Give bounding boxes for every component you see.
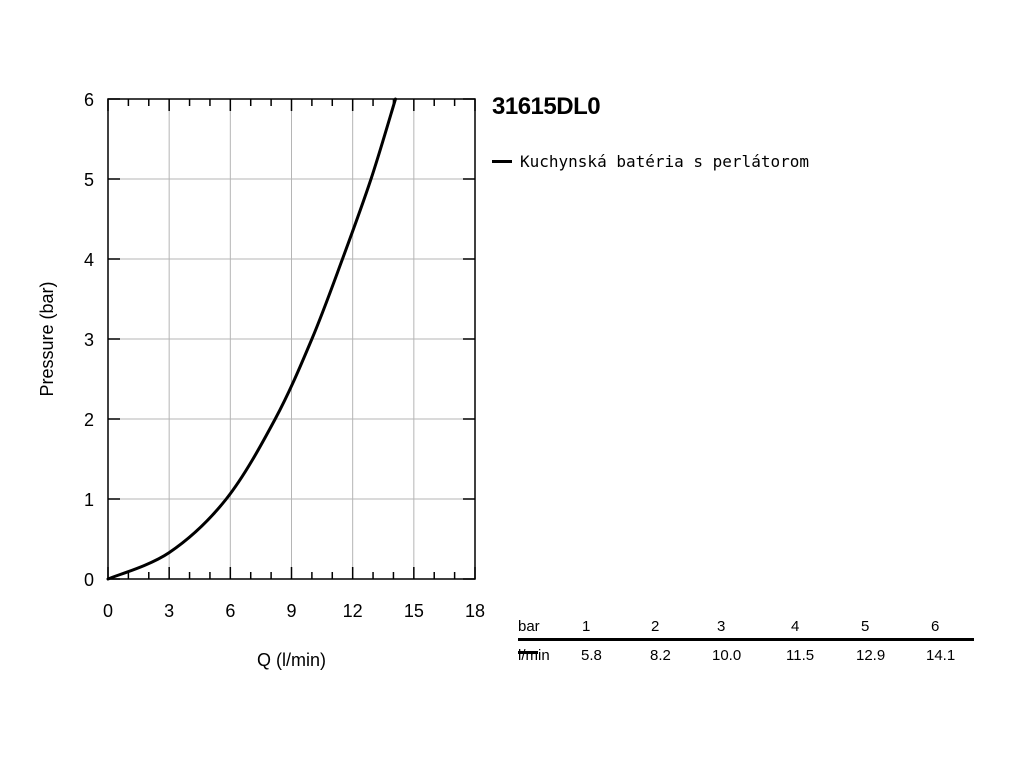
y-tick-label: 5 — [84, 170, 94, 190]
series-line — [106, 97, 397, 581]
x-tick-label: 18 — [465, 601, 485, 621]
x-tick-label: 0 — [103, 601, 113, 621]
table-row-flow: l/min 5.8 8.2 10.0 11.5 12.9 14.1 — [518, 647, 974, 683]
x-tick-label: 15 — [404, 601, 424, 621]
table-pressure-cell: 1 — [582, 618, 591, 635]
y-tick-label: 2 — [84, 410, 94, 430]
table-divider — [518, 638, 974, 641]
legend-swatch — [492, 160, 512, 163]
x-tick-label: 3 — [164, 601, 174, 621]
table-pressure-cell: 6 — [931, 618, 940, 635]
table-flow-cell: 11.5 — [786, 647, 815, 664]
table-series-swatch — [518, 651, 538, 654]
flow-unit-label: l/min — [518, 647, 550, 664]
table-flow-cell: 12.9 — [856, 647, 886, 664]
y-axis-label: Pressure (bar) — [37, 281, 57, 396]
table-pressure-cell: 2 — [651, 618, 660, 635]
table-pressure-cell: 5 — [861, 618, 870, 635]
table-pressure-cell: 3 — [717, 618, 726, 635]
table-row-pressure: bar 1 2 3 4 5 6 — [518, 618, 974, 638]
y-tick-label: 3 — [84, 330, 94, 350]
x-axis-label: Q (l/min) — [257, 650, 326, 670]
y-tick-label: 1 — [84, 490, 94, 510]
legend: Kuchynská batéria s perlátorom — [492, 152, 809, 171]
x-tick-label: 12 — [343, 601, 363, 621]
table-flow-cell: 8.2 — [650, 647, 671, 664]
table-pressure-cell: 4 — [791, 618, 800, 635]
x-tick-label: 9 — [286, 601, 296, 621]
legend-label: Kuchynská batéria s perlátorom — [520, 152, 809, 171]
flow-table: bar 1 2 3 4 5 6 l/min 5.8 8.2 10.0 11.5 … — [518, 618, 974, 683]
table-flow-cell: 14.1 — [926, 647, 956, 664]
grid-lines — [108, 99, 475, 579]
y-tick-label: 4 — [84, 250, 94, 270]
chart-title: 31615DL0 — [492, 93, 601, 120]
table-flow-cell: 10.0 — [712, 647, 742, 664]
table-flow-cell: 5.8 — [581, 647, 602, 664]
pressure-unit-label: bar — [518, 618, 540, 635]
plot-frame — [107, 98, 476, 580]
x-tick-label: 6 — [225, 601, 235, 621]
y-tick-label: 0 — [84, 570, 94, 590]
y-tick-label: 6 — [84, 90, 94, 110]
